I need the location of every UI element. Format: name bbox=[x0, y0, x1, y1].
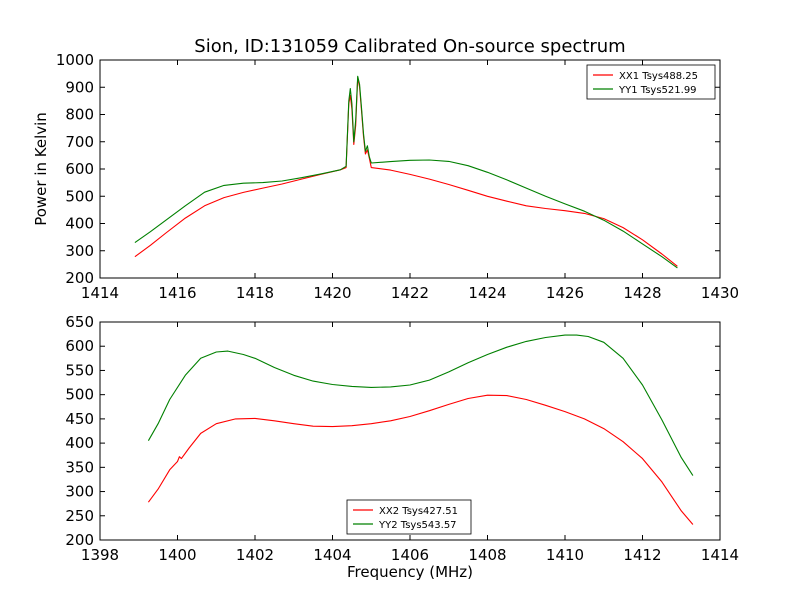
bottom-y-tick-label: 400 bbox=[65, 434, 94, 452]
top-y-tick-label: 500 bbox=[65, 187, 94, 205]
top-plot: 1414 1416 1418 1420 1422 1424 1426 1428 1430 200 3… bbox=[56, 51, 739, 302]
bottom-legend-label: XX2 Tsys427.51 bbox=[379, 506, 458, 517]
top-legend-box bbox=[586, 64, 716, 100]
bottom-y-tick-label: 450 bbox=[65, 410, 94, 428]
bottom-legend-label: YY2 Tsys543.57 bbox=[378, 520, 457, 531]
bottom-x-tick-label: 1406 bbox=[391, 546, 429, 564]
top-x-tick-label: 1416 bbox=[158, 284, 196, 302]
top-x-tick-label: 1424 bbox=[468, 284, 506, 302]
top-legend-label: XX1 Tsys488.25 bbox=[619, 71, 698, 82]
top-y-tick-label: 600 bbox=[65, 160, 94, 178]
top-x-tick-label: 1420 bbox=[313, 284, 351, 302]
top-x-tick-label: 1414 bbox=[81, 284, 119, 302]
bottom-y-tick-label: 350 bbox=[65, 458, 94, 476]
bottom-legend-box bbox=[346, 499, 472, 535]
bottom-x-tick-label: 1408 bbox=[468, 546, 506, 564]
top-y-tick-label: 200 bbox=[65, 269, 94, 287]
bottom-series-red-line bbox=[147, 394, 694, 525]
bottom-x-tick-label: 1398 bbox=[81, 546, 119, 564]
top-legend-label: YY1 Tsys521.99 bbox=[618, 85, 697, 96]
top-x-tick-label: 1422 bbox=[391, 284, 429, 302]
bottom-x-tick-label: 1412 bbox=[623, 546, 661, 564]
bottom-y-tick-label: 600 bbox=[65, 337, 94, 355]
bottom-y-tick-label: 500 bbox=[65, 386, 94, 404]
top-y-tick-label: 300 bbox=[65, 242, 94, 260]
top-x-tick-label: 1426 bbox=[546, 284, 584, 302]
top-y-tick-label: 1000 bbox=[56, 51, 94, 69]
top-x-tick-label: 1428 bbox=[623, 284, 661, 302]
top-y-tick-label: 400 bbox=[65, 215, 94, 233]
y-axis-label: Power in Kelvin bbox=[32, 112, 50, 226]
bottom-plot: 1398 1400 1402 1404 1406 1408 1410 1412 1414 200 2… bbox=[65, 313, 739, 564]
top-x-tick-label: 1418 bbox=[236, 284, 274, 302]
bottom-y-tick-label: 250 bbox=[65, 507, 94, 525]
bottom-y-tick-label: 200 bbox=[65, 531, 94, 549]
bottom-x-tick-label: 1402 bbox=[236, 546, 274, 564]
bottom-series-green-line bbox=[147, 334, 694, 476]
bottom-y-tick-label: 300 bbox=[65, 483, 94, 501]
chart-title: Sion, ID:131059 Calibrated On-source spe… bbox=[194, 36, 625, 57]
top-y-tick-label: 700 bbox=[65, 133, 94, 151]
x-axis-label: Frequency (MHz) bbox=[347, 563, 473, 581]
top-series-green-line bbox=[134, 75, 678, 269]
bottom-x-tick-label: 1404 bbox=[313, 546, 351, 564]
bottom-x-tick-label: 1414 bbox=[701, 546, 739, 564]
bottom-y-tick-label: 550 bbox=[65, 361, 94, 379]
top-y-tick-label: 900 bbox=[65, 78, 94, 96]
top-x-tick-label: 1430 bbox=[701, 284, 739, 302]
bottom-y-tick-label: 650 bbox=[65, 313, 94, 331]
bottom-x-tick-label: 1400 bbox=[158, 546, 196, 564]
top-y-tick-label: 800 bbox=[65, 106, 94, 124]
bottom-x-tick-label: 1410 bbox=[546, 546, 584, 564]
